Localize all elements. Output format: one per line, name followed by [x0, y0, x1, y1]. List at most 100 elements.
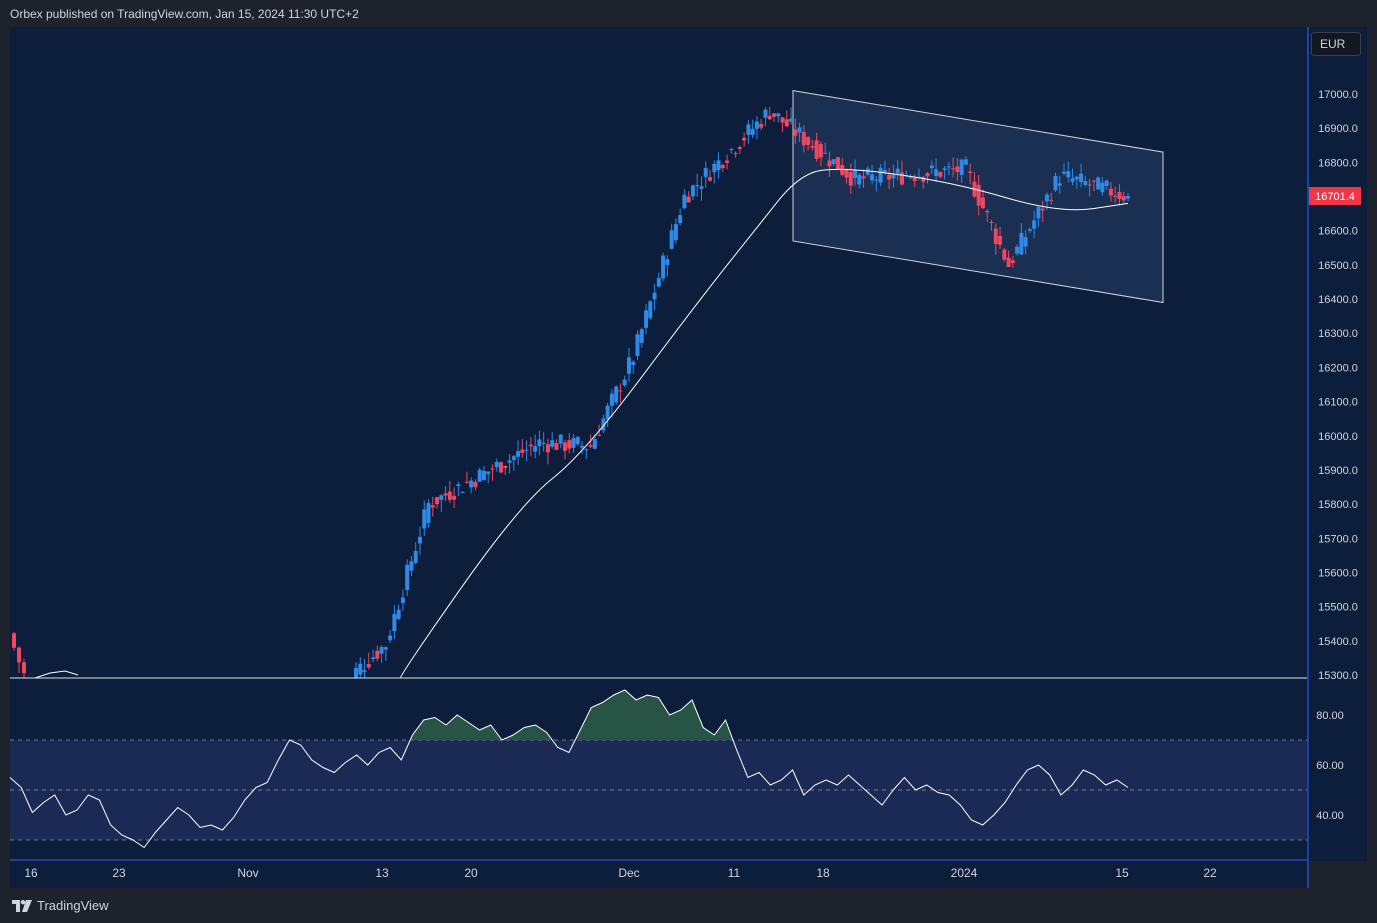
candle-down: [435, 497, 440, 505]
candle-down: [759, 123, 764, 128]
candle-down: [780, 117, 785, 123]
price-tick-label: 15700.0: [1318, 533, 1358, 545]
time-tick-label: Nov: [237, 866, 258, 880]
candle-down: [980, 197, 985, 209]
candle-down: [921, 176, 926, 182]
candle-down: [989, 222, 994, 224]
candle-up: [362, 670, 367, 672]
candle-up: [481, 470, 486, 480]
candle-down: [925, 173, 930, 177]
rsi-tick-label: 80.00: [1316, 710, 1344, 722]
candle-up: [1079, 173, 1084, 183]
candle-up: [354, 667, 358, 678]
time-tick-label: 13: [375, 866, 389, 880]
candle-down: [784, 119, 789, 127]
candle-up: [396, 609, 401, 620]
candle-down: [827, 160, 832, 167]
candle-down: [12, 633, 16, 648]
candle-down: [597, 434, 602, 436]
candle-down: [503, 465, 508, 468]
currency-button[interactable]: EUR: [1311, 32, 1361, 56]
candle-down: [733, 153, 738, 155]
candle-up: [1096, 177, 1101, 190]
candle-up: [865, 168, 870, 175]
candle-down: [814, 140, 819, 159]
price-tick-label: 15400.0: [1318, 636, 1358, 648]
candle-down: [1121, 196, 1126, 201]
candle-up: [426, 502, 431, 524]
candle-down: [430, 505, 435, 508]
rsi-tick-label: 60.00: [1316, 760, 1344, 772]
candle-up: [934, 169, 939, 176]
candle-up: [486, 471, 491, 475]
candle-down: [490, 468, 495, 470]
time-tick-label: 20: [464, 866, 478, 880]
candle-up: [592, 439, 597, 449]
candle-down: [443, 493, 448, 496]
candle-up: [1015, 246, 1020, 254]
candle-up: [541, 442, 546, 444]
candle-down: [725, 160, 730, 163]
candle-down: [818, 144, 823, 158]
candle-down: [708, 177, 713, 181]
candle-down: [17, 647, 21, 663]
candle-up: [516, 451, 521, 457]
candle-down: [1010, 260, 1015, 264]
candle-down: [366, 664, 371, 668]
candle-up: [580, 445, 585, 448]
time-axis-area: [10, 861, 1307, 888]
candle-up: [669, 230, 674, 249]
last-price-label: 16701.4: [1315, 191, 1355, 203]
candle-up: [439, 495, 444, 500]
candle-up: [494, 461, 499, 468]
candle-up: [1044, 194, 1049, 202]
candle-down: [528, 444, 533, 447]
candle-up: [746, 124, 751, 135]
candle-up: [469, 480, 474, 488]
candle-down: [1113, 195, 1118, 197]
tradingview-logo[interactable]: TradingView: [12, 898, 109, 913]
price-pane: [12, 89, 1164, 678]
candle-up: [400, 597, 405, 604]
candle-up: [678, 215, 683, 224]
candle-up: [1036, 206, 1041, 219]
candle-down: [464, 481, 469, 483]
rsi-tick-label: 40.00: [1316, 810, 1344, 822]
candle-down: [447, 491, 452, 500]
candle-up: [929, 165, 934, 169]
candle-down: [806, 137, 811, 146]
candle-down: [998, 236, 1003, 245]
price-tick-label: 16000.0: [1318, 431, 1358, 443]
candle-up: [614, 386, 619, 403]
candle-down: [473, 481, 478, 488]
candle-up: [823, 152, 828, 154]
candle-up: [703, 168, 708, 177]
price-tick-label: 16400.0: [1318, 294, 1358, 306]
candle-up: [1066, 171, 1071, 178]
rsi-line: [9, 689, 1129, 849]
candle-up: [584, 449, 589, 451]
candle-up: [661, 255, 666, 279]
candle-down: [22, 662, 26, 674]
candle-down: [720, 164, 725, 169]
time-tick-label: 15: [1115, 866, 1129, 880]
chart-canvas[interactable]: 17000.016900.016800.016700.016600.016500…: [0, 27, 1377, 888]
candle-down: [375, 650, 380, 659]
price-axis-area: [1308, 27, 1367, 861]
candle-down: [844, 169, 849, 178]
candle-down: [848, 171, 853, 186]
candle-down: [899, 172, 904, 185]
candle-down: [801, 131, 806, 146]
candle-down: [1117, 191, 1122, 199]
candle-down: [767, 115, 772, 120]
candle-down: [951, 168, 956, 170]
candle-down: [976, 184, 981, 206]
price-tick-label: 15300.0: [1318, 670, 1358, 682]
candle-up: [1057, 183, 1062, 186]
candle-down: [1040, 208, 1045, 211]
candle-up: [682, 194, 687, 209]
price-tick-label: 16600.0: [1318, 226, 1358, 238]
top-bar: Orbex published on TradingView.com, Jan …: [0, 0, 1377, 27]
price-tick-label: 16300.0: [1318, 328, 1358, 340]
candle-down: [771, 113, 776, 117]
